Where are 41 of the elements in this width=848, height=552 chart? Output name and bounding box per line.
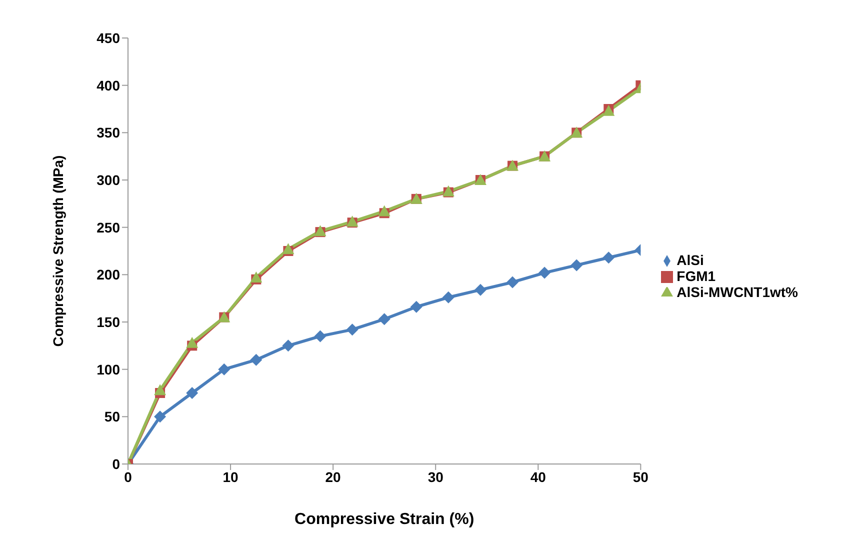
y-tick-label: 350 <box>96 124 120 141</box>
point <box>506 276 519 288</box>
point <box>378 313 390 326</box>
point <box>410 300 422 313</box>
y-tick-label: 100 <box>96 361 120 378</box>
x-tick-label: 40 <box>530 468 546 485</box>
point <box>570 259 583 272</box>
x-tick-label: 30 <box>428 468 444 485</box>
x-tick-label: 50 <box>632 468 649 485</box>
y-tick-label: 250 <box>96 219 120 236</box>
y-tick-label: 200 <box>96 266 120 283</box>
point <box>154 410 166 423</box>
x-tick-label: 10 <box>222 468 239 485</box>
y-axis-title: Compressive Strength (MPa) <box>50 155 66 347</box>
legend-label: FGM1 <box>676 268 716 284</box>
point <box>282 243 294 254</box>
point <box>250 354 262 366</box>
point <box>474 284 486 296</box>
point <box>538 266 551 279</box>
y-tick-label: 0 <box>112 456 120 472</box>
y-tick-label: 150 <box>96 314 120 330</box>
x-axis-title: Compressive Strain (%) <box>294 511 474 528</box>
point <box>250 272 262 283</box>
legend-label: AlSi-MWCNT1wt% <box>676 284 798 300</box>
point <box>218 363 230 376</box>
point <box>442 291 454 304</box>
point <box>186 336 198 348</box>
point <box>314 330 326 342</box>
y-tick-label: 450 <box>96 30 120 46</box>
y-tick-label: 50 <box>104 408 120 425</box>
y-tick-label: 300 <box>96 172 120 188</box>
x-tick-label: 0 <box>124 468 132 485</box>
point <box>378 205 390 216</box>
point <box>346 324 358 336</box>
point <box>602 252 615 264</box>
point <box>154 384 166 396</box>
point <box>186 387 198 399</box>
point <box>282 340 294 352</box>
x-tick-label: 20 <box>325 468 342 485</box>
legend-label: AlSi <box>676 252 704 268</box>
y-tick-label: 400 <box>96 77 120 94</box>
